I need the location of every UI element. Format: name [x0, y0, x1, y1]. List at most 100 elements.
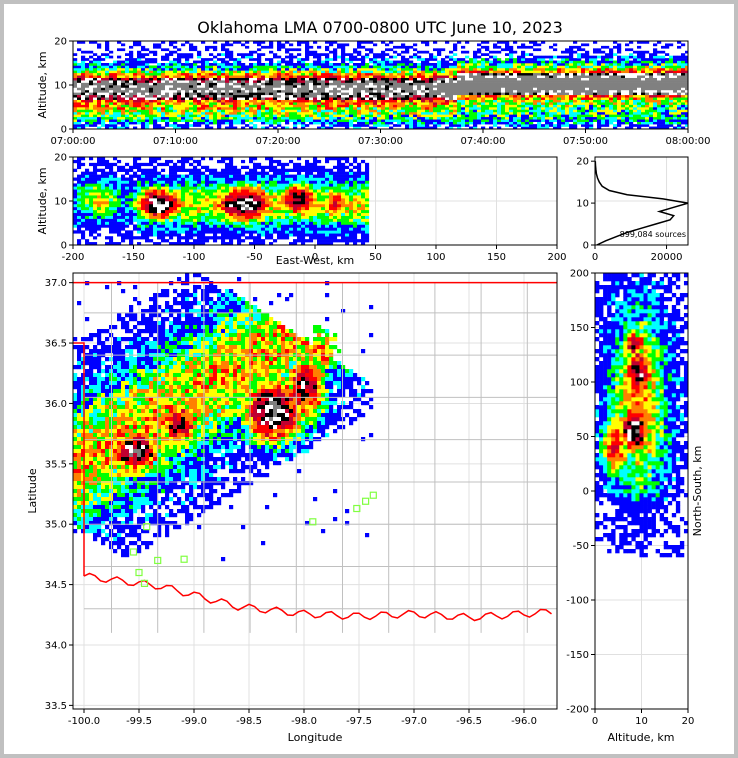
density-cell — [481, 116, 486, 120]
density-cell — [261, 77, 266, 81]
density-cell — [341, 104, 346, 108]
density-cell — [253, 80, 258, 83]
density-cell — [129, 114, 134, 118]
density-cell — [513, 114, 518, 118]
density-cell — [273, 92, 278, 96]
density-cell — [529, 85, 534, 88]
density-cell — [125, 121, 130, 125]
density-cell — [213, 109, 218, 113]
density-cell — [285, 102, 290, 105]
density-cell — [397, 89, 402, 93]
density-cell — [409, 102, 414, 105]
density-cell — [385, 85, 390, 88]
density-cell — [553, 111, 558, 115]
density-cell — [385, 89, 390, 93]
density-cell — [545, 114, 550, 118]
density-cell — [117, 75, 122, 78]
density-cell — [293, 80, 298, 83]
density-cell — [305, 58, 310, 61]
density-cell — [377, 77, 382, 81]
density-cell — [457, 92, 462, 96]
density-cell — [97, 109, 102, 113]
density-cell — [245, 87, 250, 91]
density-cell — [433, 114, 438, 118]
density-cell — [437, 92, 442, 96]
density-cell — [557, 67, 562, 71]
density-cell — [157, 109, 162, 113]
density-cell — [257, 41, 262, 44]
density-cell — [409, 89, 414, 93]
density-cell — [569, 109, 574, 113]
density-cell — [465, 109, 470, 113]
density-cell — [445, 63, 450, 66]
density-cell — [373, 85, 378, 88]
density-cell — [157, 99, 162, 103]
density-cell — [73, 58, 78, 61]
density-cell — [133, 121, 138, 125]
density-cell — [129, 72, 134, 76]
density-cell — [661, 82, 666, 86]
density-cell — [201, 82, 206, 86]
density-cell — [593, 85, 598, 88]
density-cell — [397, 119, 402, 122]
density-cell — [637, 45, 642, 49]
density-cell — [529, 114, 534, 118]
density-cell — [353, 72, 358, 76]
density-cell — [73, 119, 78, 122]
density-cell — [457, 114, 462, 118]
density-cell — [381, 92, 386, 96]
density-cell — [321, 53, 326, 56]
density-cell — [657, 60, 662, 64]
density-cell — [477, 43, 482, 47]
density-cell — [641, 65, 646, 69]
density-cell — [73, 124, 78, 127]
density-cell — [73, 177, 78, 181]
density-cell — [257, 65, 262, 69]
density-cell — [401, 80, 406, 83]
density-cell — [541, 41, 546, 44]
density-cell — [369, 121, 374, 125]
density-cell — [581, 63, 586, 66]
density-cell — [553, 77, 558, 81]
density-cell — [557, 97, 562, 100]
density-cell — [525, 111, 530, 115]
density-cell — [585, 114, 590, 118]
density-cell — [477, 99, 482, 103]
density-cell — [277, 48, 282, 52]
density-cell — [285, 107, 290, 110]
density-cell — [529, 121, 534, 125]
density-cell — [445, 109, 450, 113]
density-cell — [481, 72, 486, 76]
density-cell — [221, 80, 226, 83]
density-cell — [489, 89, 494, 93]
density-cell — [189, 67, 194, 71]
density-cell — [173, 107, 178, 110]
density-cell — [257, 48, 262, 52]
density-cell — [417, 126, 422, 129]
density-cell — [245, 82, 250, 86]
density-cell — [465, 107, 470, 110]
density-cell — [545, 77, 550, 81]
density-cell — [77, 119, 82, 122]
density-cell — [129, 109, 134, 113]
density-cell — [109, 77, 114, 81]
density-cell — [397, 111, 402, 115]
density-cell — [265, 121, 270, 125]
density-cell — [601, 58, 606, 61]
density-cell — [209, 63, 214, 66]
density-cell — [429, 116, 434, 120]
density-cell — [545, 109, 550, 113]
density-cell — [317, 126, 322, 129]
density-cell — [437, 48, 442, 52]
density-cell — [621, 119, 626, 122]
density-cell — [401, 121, 406, 125]
density-cell — [177, 48, 182, 52]
density-cell — [301, 124, 306, 127]
density-cell — [417, 65, 422, 69]
density-cell — [489, 75, 494, 78]
density-cell — [301, 97, 306, 100]
density-cell — [457, 116, 462, 120]
density-cell — [301, 121, 306, 125]
density-cell — [257, 94, 262, 98]
density-cell — [185, 107, 190, 110]
